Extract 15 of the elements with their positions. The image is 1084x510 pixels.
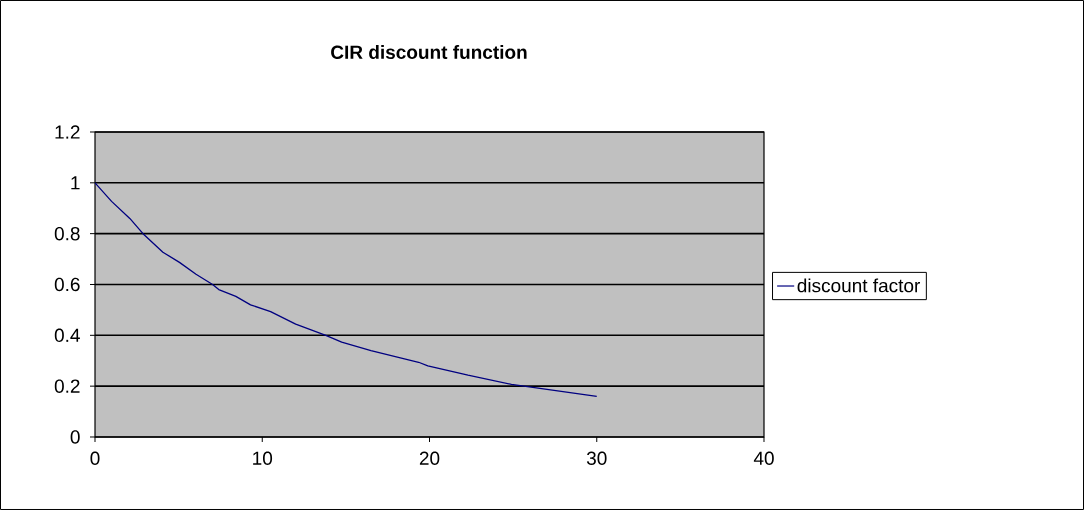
y-tick-label: 0.6 (54, 277, 80, 292)
y-tick-label: 0 (70, 430, 80, 444)
y-tick-label: 1.2 (55, 125, 80, 139)
legend-label: discount factor (797, 278, 921, 293)
line-series (95, 182, 598, 397)
y-tick-label: 0.4 (54, 328, 80, 343)
y-tick-label: 0.2 (54, 379, 80, 393)
x-tick-label: 0 (90, 451, 100, 465)
chart-title: CIR discount function (331, 45, 527, 59)
y-tick-label: 1 (71, 176, 80, 190)
y-tick-label: 0.8 (54, 226, 80, 241)
x-tick-label: 40 (753, 451, 774, 465)
x-tick-label: 20 (419, 451, 440, 465)
x-tick-label: 30 (586, 451, 607, 465)
x-tick-label: 10 (253, 451, 273, 465)
